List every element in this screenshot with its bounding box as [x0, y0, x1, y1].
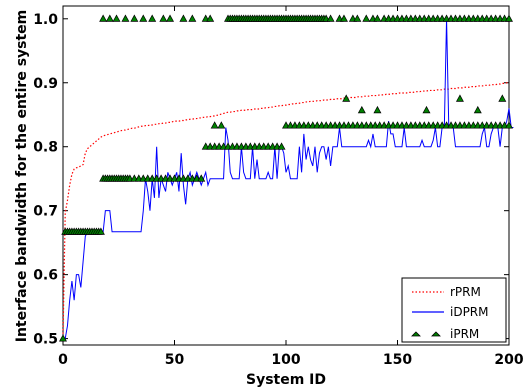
iprm-point: [217, 121, 226, 129]
iprm-point: [121, 14, 130, 22]
x-tick-label: 50: [165, 352, 185, 368]
iprm-point: [59, 334, 67, 342]
legend-iprm-marker-2: [431, 331, 441, 337]
iprm-point: [362, 14, 371, 22]
y-tick-label: 0.6: [33, 268, 58, 284]
iprm-point: [112, 14, 121, 22]
iprm-point: [197, 174, 206, 182]
iprm-point: [498, 94, 507, 102]
y-axis-label: Interface bandwidth for the entire syste…: [14, 10, 30, 343]
iprm-point: [473, 105, 482, 114]
iprm-point: [166, 14, 175, 22]
iprm-point: [373, 14, 382, 22]
iprm-point: [357, 105, 366, 114]
y-tick-label: 0.8: [33, 140, 58, 156]
iprm-point: [105, 14, 114, 22]
iprm-point: [277, 142, 286, 150]
legend-iprm-marker-1: [411, 331, 421, 337]
legend-iprm-label: iPRM: [450, 327, 479, 341]
y-tick-label: 0.7: [33, 204, 58, 220]
iprm-point: [326, 14, 335, 22]
iprm-point: [130, 14, 139, 22]
iprm-point: [139, 14, 148, 22]
iprm-point: [422, 105, 431, 114]
iprm-point: [148, 14, 157, 22]
iprm-point: [179, 14, 188, 22]
x-tick-label: 0: [58, 352, 68, 368]
y-tick-label: 1.0: [33, 12, 58, 28]
iprm-point: [353, 14, 362, 22]
iprm-point: [505, 14, 513, 22]
iprm-point: [505, 121, 513, 129]
iprm-point: [206, 14, 215, 22]
iprm-point: [342, 94, 351, 102]
x-tick-label: 150: [383, 352, 412, 368]
legend-rprm-label: rPRM: [450, 285, 481, 299]
y-tick-label: 0.9: [33, 76, 58, 92]
x-axis-ticks: 0 50 100 150 200: [58, 6, 524, 368]
series-line-idprm: [63, 18, 514, 340]
iprm-point: [339, 14, 348, 22]
iprm-point: [373, 105, 382, 114]
legend: rPRM iDPRM iPRM: [401, 277, 507, 343]
iprm-point: [455, 94, 464, 102]
iprm-point: [210, 121, 219, 129]
series-layer: [59, 14, 514, 342]
iprm-point: [159, 14, 168, 22]
iprm-point: [188, 14, 197, 22]
x-tick-label: 200: [494, 352, 523, 368]
y-tick-label: 0.5: [33, 332, 58, 348]
iprm-point: [96, 227, 105, 235]
x-tick-label: 100: [271, 352, 300, 368]
legend-idprm-label: iDPRM: [450, 305, 489, 319]
x-axis-label: System ID: [246, 372, 326, 388]
iprm-point: [99, 14, 108, 22]
series-line-rprm: [62, 82, 509, 338]
legend-box: [401, 277, 507, 343]
